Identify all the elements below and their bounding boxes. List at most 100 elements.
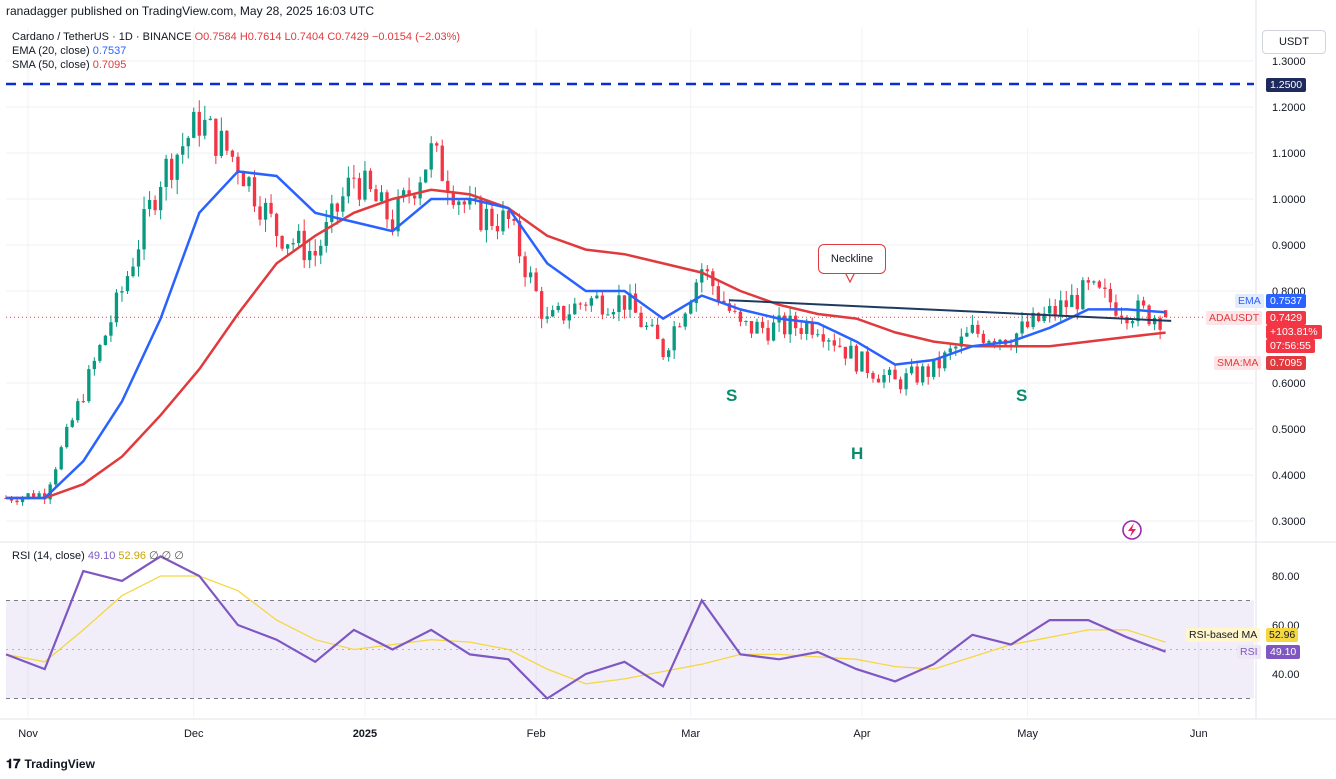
candle-body[interactable] [495,225,500,232]
candle-body[interactable] [1147,305,1151,325]
candle-body[interactable] [562,305,566,321]
candle-body[interactable] [92,360,97,370]
candle-body[interactable] [418,182,422,199]
candle-body[interactable] [230,150,235,157]
candle-body[interactable] [932,358,936,377]
candle-body[interactable] [363,170,367,200]
candle-body[interactable] [981,333,986,343]
candle-body[interactable] [517,220,522,257]
candle-body[interactable] [109,322,113,336]
candle-body[interactable] [170,158,174,180]
candle-body[interactable] [435,143,439,146]
candle-body[interactable] [849,345,853,359]
candle-body[interactable] [716,286,721,301]
candle-body[interactable] [921,366,925,383]
candle-body[interactable] [639,312,643,328]
candle-body[interactable] [622,295,627,310]
candle-body[interactable] [131,266,135,277]
candle-body[interactable] [490,208,494,226]
candle-body[interactable] [959,336,963,347]
candle-body[interactable] [805,322,809,334]
candle-body[interactable] [26,493,30,498]
candle-body[interactable] [54,469,58,485]
candle-body[interactable] [269,202,273,214]
sma-legend[interactable]: SMA (50, close) 0.7095 [12,58,126,72]
candle-body[interactable] [799,328,803,334]
candle-body[interactable] [236,156,240,173]
candle-body[interactable] [700,269,704,283]
candle-body[interactable] [567,314,571,321]
candle-body[interactable] [545,316,549,319]
candle-body[interactable] [832,340,836,346]
candle-body[interactable] [181,146,185,155]
candle-body[interactable] [324,222,328,246]
candle-body[interactable] [1119,315,1124,318]
candle-body[interactable] [263,202,268,220]
candle-body[interactable] [578,303,582,305]
candle-body[interactable] [744,320,748,322]
candle-body[interactable] [186,137,190,147]
candle-body[interactable] [197,111,201,136]
candle-body[interactable] [330,203,334,223]
candle-body[interactable] [346,177,351,197]
candle-body[interactable] [219,130,224,156]
candle-body[interactable] [368,170,373,190]
candle-body[interactable] [473,198,478,200]
candle-body[interactable] [506,210,511,220]
candle-body[interactable] [915,366,919,383]
candle-body[interactable] [898,379,903,390]
candle-body[interactable] [595,295,599,299]
candle-body[interactable] [280,236,284,249]
candle-body[interactable] [1031,312,1035,328]
candle-body[interactable] [1097,281,1102,288]
candle-body[interactable] [611,312,616,315]
candle-body[interactable] [534,272,538,292]
candle-body[interactable] [446,180,450,193]
candle-body[interactable] [1158,317,1162,330]
candle-body[interactable] [528,272,533,278]
candle-body[interactable] [1163,310,1168,318]
candle-body[interactable] [782,315,787,335]
candle-body[interactable] [666,350,671,358]
candle-body[interactable] [1053,306,1057,315]
candle-body[interactable] [335,203,339,212]
candle-body[interactable] [31,493,36,499]
candle-body[interactable] [678,326,682,328]
candle-body[interactable] [865,351,870,373]
candle-body[interactable] [948,348,952,353]
candle-body[interactable] [1059,300,1063,315]
candle-body[interactable] [722,300,726,304]
candle-body[interactable] [319,245,323,256]
candle-body[interactable] [771,322,776,341]
neckline[interactable] [729,299,1172,322]
candle-body[interactable] [655,324,660,339]
candle-body[interactable] [965,332,969,337]
candle-body[interactable] [672,326,676,351]
candle-body[interactable] [633,293,638,313]
candle-body[interactable] [9,498,14,501]
candle-body[interactable] [1108,288,1113,303]
candle-body[interactable] [683,313,687,327]
candle-body[interactable] [551,310,555,317]
candle-body[interactable] [810,322,814,335]
candle-body[interactable] [760,321,765,328]
candle-body[interactable] [457,201,461,205]
candle-body[interactable] [606,314,610,316]
candle-body[interactable] [484,208,489,231]
candle-body[interactable] [98,345,102,361]
candle-body[interactable] [468,198,472,205]
candle-body[interactable] [512,219,516,221]
candle-body[interactable] [208,118,212,120]
candle-body[interactable] [926,366,930,377]
candle-body[interactable] [247,177,251,187]
candle-body[interactable] [479,198,483,231]
candle-body[interactable] [440,145,444,181]
candle-body[interactable] [114,292,119,323]
candle-body[interactable] [1086,280,1090,283]
candle-body[interactable] [1070,294,1074,308]
candle-body[interactable] [943,352,947,369]
candle-body[interactable] [1025,321,1030,328]
candle-body[interactable] [727,303,732,311]
candle-body[interactable] [76,401,80,421]
